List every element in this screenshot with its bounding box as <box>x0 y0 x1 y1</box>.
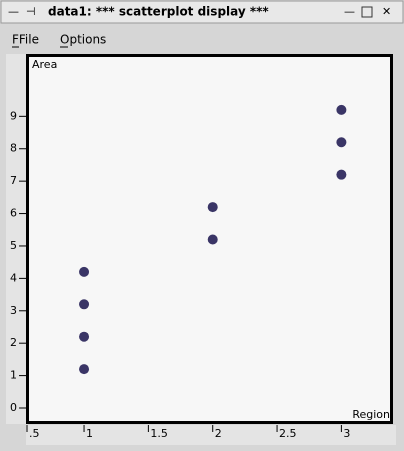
data-point <box>207 234 218 245</box>
data-point <box>79 331 90 342</box>
data-point <box>79 266 90 277</box>
y-tick-label: 6 <box>10 207 17 220</box>
y-tick-label: 9 <box>10 109 17 122</box>
data-point <box>79 364 90 375</box>
y-ruler <box>6 54 26 424</box>
data-point <box>336 137 347 148</box>
x-tick-label: 1 <box>86 427 93 440</box>
data-point <box>336 104 347 115</box>
minimize-button[interactable]: — <box>344 5 355 18</box>
y-axis-label: Area <box>32 58 57 71</box>
y-tick-label: 8 <box>10 142 17 155</box>
x-axis-label: Region <box>352 408 390 421</box>
y-tick-label: 0 <box>10 401 17 414</box>
pin-button[interactable]: ⊣ <box>26 5 36 18</box>
data-point <box>336 169 347 180</box>
window-menu-button[interactable]: — <box>8 5 19 18</box>
x-tick-label: 1.5 <box>150 427 168 440</box>
menu-options[interactable]: Options <box>60 33 106 47</box>
data-point <box>79 299 90 310</box>
title-bar <box>0 0 404 24</box>
menu-file[interactable]: FFile <box>12 33 39 47</box>
y-tick-label: 2 <box>10 336 17 349</box>
maximize-button[interactable] <box>361 6 373 18</box>
y-tick-label: 4 <box>10 271 17 284</box>
y-tick-label: 3 <box>10 304 17 317</box>
y-tick-label: 1 <box>10 369 17 382</box>
window-title: data1: *** scatterplot display *** <box>48 5 269 19</box>
x-tick-label: .5 <box>29 427 40 440</box>
y-tick-label: 5 <box>10 239 17 252</box>
y-tick-label: 7 <box>10 174 17 187</box>
close-button[interactable]: ✕ <box>382 5 391 18</box>
x-tick-label: 3 <box>343 427 350 440</box>
x-ruler <box>26 425 396 445</box>
data-point <box>207 202 218 213</box>
x-tick-label: 2 <box>215 427 222 440</box>
x-tick-label: 2.5 <box>279 427 297 440</box>
